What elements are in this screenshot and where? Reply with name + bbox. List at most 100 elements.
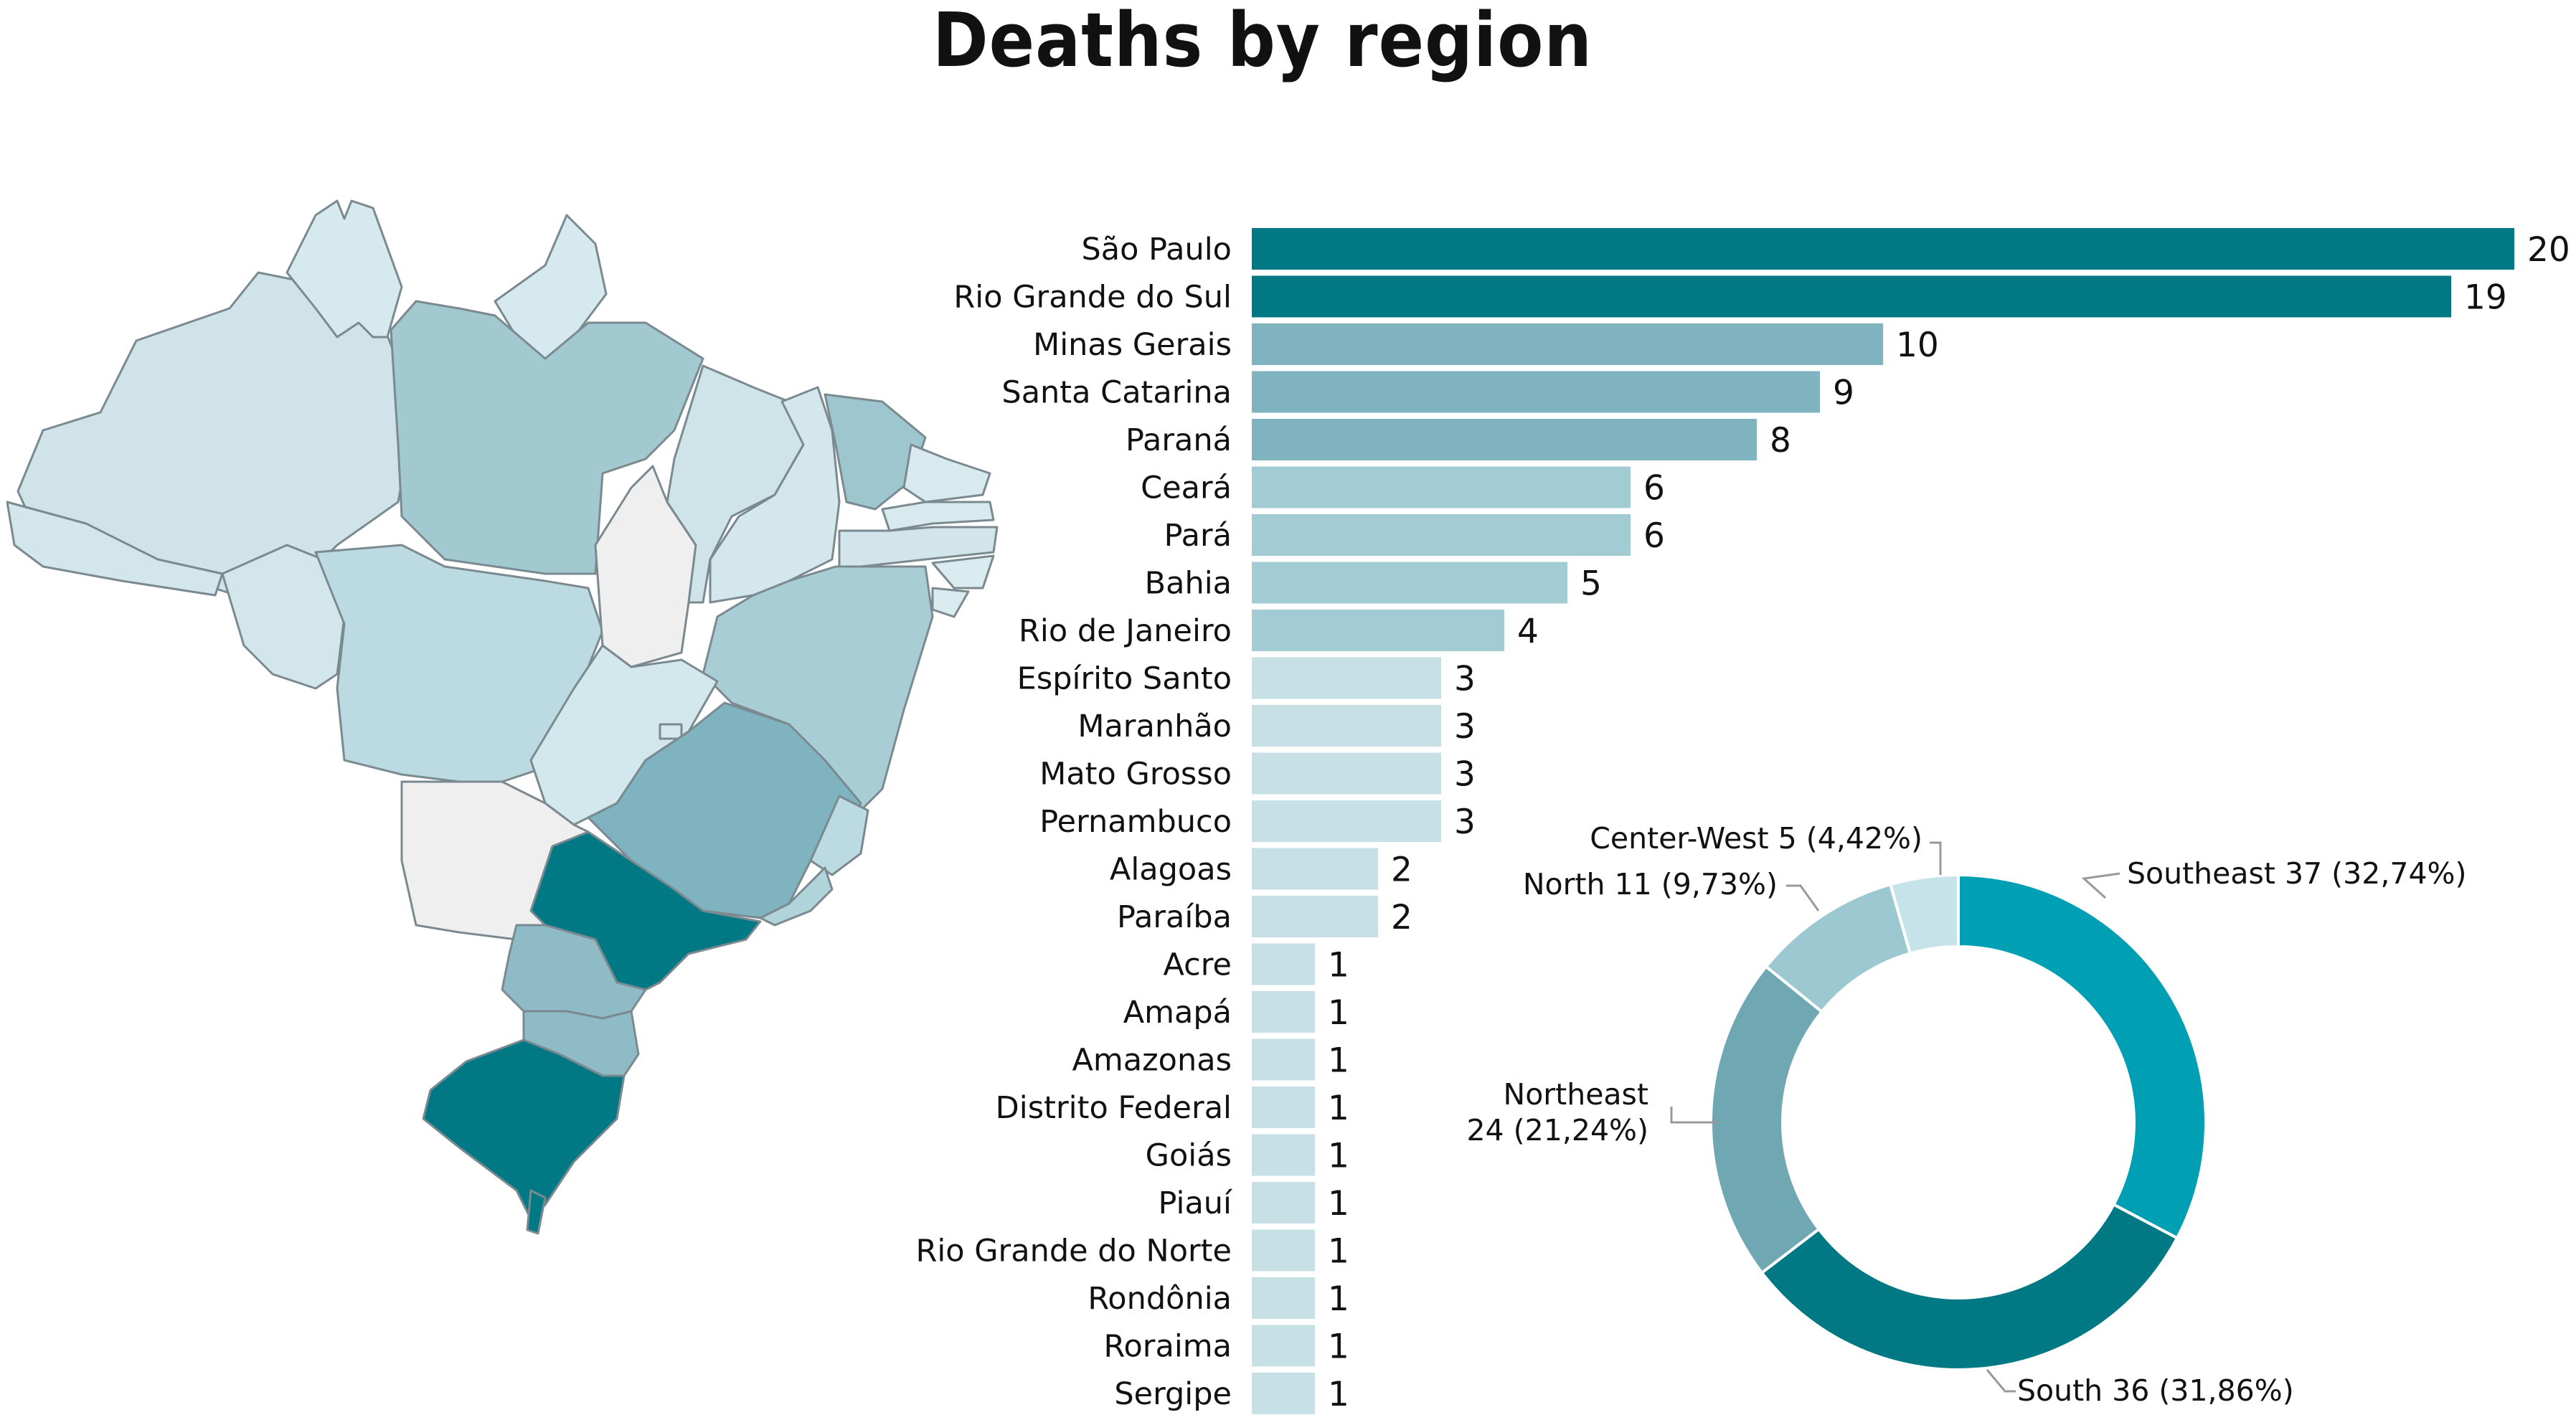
bar <box>1252 1134 1315 1176</box>
bar <box>1252 562 1567 604</box>
bar-category-label: Goiás <box>1146 1138 1232 1174</box>
bar-category-label: Pará <box>1164 518 1232 554</box>
bar <box>1252 896 1378 937</box>
bar <box>1252 514 1631 556</box>
map-state-rgs-coast <box>526 1189 547 1235</box>
bar-value-label: 2 <box>1391 898 1412 937</box>
bar <box>1252 419 1757 460</box>
donut-slice <box>1709 964 1824 1275</box>
map-state-ceara <box>824 393 927 511</box>
map-state-rn <box>902 443 991 503</box>
bar-value-label: 3 <box>1454 803 1476 842</box>
bar <box>1252 991 1315 1033</box>
bar-value-label: 3 <box>1454 755 1476 795</box>
bar-value-label: 6 <box>1643 469 1665 508</box>
bar <box>1252 228 2514 270</box>
map-state-para <box>390 300 704 575</box>
map-state-bahia <box>702 565 934 812</box>
bar-category-label: Rio Grande do Norte <box>915 1234 1232 1269</box>
donut-slice-label: Northeast <box>1504 1077 1648 1112</box>
bar <box>1252 275 2451 318</box>
donut-slice-label: South 36 (31,86%) <box>2017 1373 2294 1408</box>
chart-title: Deaths by region <box>932 0 1593 84</box>
bar <box>1252 371 1820 413</box>
bar <box>1252 1086 1315 1128</box>
bar-category-label: Amapá <box>1123 995 1232 1031</box>
donut-chart: Southeast 37 (32,74%) South 36 (31,86%) No… <box>1466 821 2466 1408</box>
bar-value-label: 20 <box>2527 230 2570 270</box>
bar <box>1252 1325 1315 1367</box>
map-state-rio-de-janeiro <box>759 866 834 927</box>
leader-line <box>1986 1369 2016 1393</box>
bar-value-label: 5 <box>1580 564 1602 604</box>
bar-category-label: Amazonas <box>1072 1043 1232 1079</box>
donut-slice <box>1888 873 1960 955</box>
donut-slice <box>1957 873 2207 1241</box>
bar-category-label: Piauí <box>1159 1185 1234 1221</box>
bar-value-label: 1 <box>1328 1184 1349 1223</box>
bar <box>1252 1182 1315 1223</box>
bar <box>1252 1277 1315 1319</box>
map-state-maranhao <box>666 364 805 604</box>
bar <box>1252 1229 1315 1272</box>
bar-value-label: 1 <box>1328 1279 1349 1319</box>
map-state-rio-grande-do-sul <box>422 1038 626 1221</box>
bar <box>1252 705 1441 747</box>
bar <box>1252 323 1883 365</box>
map-state-distrito-federal <box>659 723 683 740</box>
bar-category-label: Pernambuco <box>1039 804 1232 840</box>
bar-value-label: 1 <box>1328 1375 1349 1414</box>
bar <box>1252 657 1441 699</box>
bar-value-label: 1 <box>1328 946 1349 985</box>
bar <box>1252 943 1315 985</box>
bar-category-label: Ceará <box>1141 470 1232 506</box>
bar-value-label: 4 <box>1517 612 1539 651</box>
leader-line <box>1930 841 1942 875</box>
map-state-alagoas <box>931 554 995 590</box>
bar-category-label: Maranhão <box>1077 709 1232 744</box>
bar-category-label: Rio Grande do Sul <box>953 280 1232 316</box>
donut-slice-label: Center-West 5 (4,42%) <box>1590 821 1922 856</box>
map-state-sergipe <box>931 587 970 618</box>
brazil-map <box>6 199 999 1235</box>
bar-value-label: 2 <box>1391 851 1412 890</box>
leader-line <box>1670 1107 1718 1124</box>
bar-value-label: 10 <box>1896 326 1939 365</box>
bar-value-label: 1 <box>1328 993 1349 1033</box>
bar-category-label: Acre <box>1164 947 1232 983</box>
map-state-acre <box>6 501 224 597</box>
bar-category-label: Roraima <box>1104 1329 1232 1365</box>
bar-value-label: 1 <box>1328 1137 1349 1176</box>
bar-value-label: 6 <box>1643 516 1665 556</box>
bar-category-label: Distrito Federal <box>996 1090 1232 1126</box>
bar-category-label: Espírito Santo <box>1017 661 1232 697</box>
bar <box>1252 1038 1315 1081</box>
bar-category-label: Alagoas <box>1110 852 1232 888</box>
bar-category-label: Mato Grosso <box>1039 757 1232 792</box>
bar-value-label: 1 <box>1328 1327 1349 1367</box>
bar-value-label: 3 <box>1454 660 1476 699</box>
bar-value-label: 3 <box>1454 707 1476 747</box>
donut-slice-label: Southeast 37 (32,74%) <box>2127 856 2467 891</box>
bar-category-label: Sergipe <box>1114 1376 1232 1412</box>
bar-category-label: Paraná <box>1126 422 1232 458</box>
bar <box>1252 848 1378 890</box>
bar-value-label: 1 <box>1328 1089 1349 1128</box>
bar <box>1252 800 1441 842</box>
bar-value-label: 9 <box>1833 374 1854 413</box>
bar-category-label: Rio de Janeiro <box>1019 613 1232 649</box>
bar-category-label: São Paulo <box>1082 232 1232 268</box>
bar <box>1252 1373 1315 1414</box>
bar <box>1252 610 1504 651</box>
bar <box>1252 466 1631 508</box>
leader-line <box>1786 884 1820 912</box>
donut-slice-label: North 11 (9,73%) <box>1523 867 1778 901</box>
bar-category-label: Paraíba <box>1117 899 1232 935</box>
map-state-espirito-santo <box>809 795 869 876</box>
bar <box>1252 752 1441 795</box>
bar-value-label: 8 <box>1770 421 1791 460</box>
map-state-roraima <box>286 199 403 339</box>
bar-category-label: Rondônia <box>1088 1281 1232 1317</box>
